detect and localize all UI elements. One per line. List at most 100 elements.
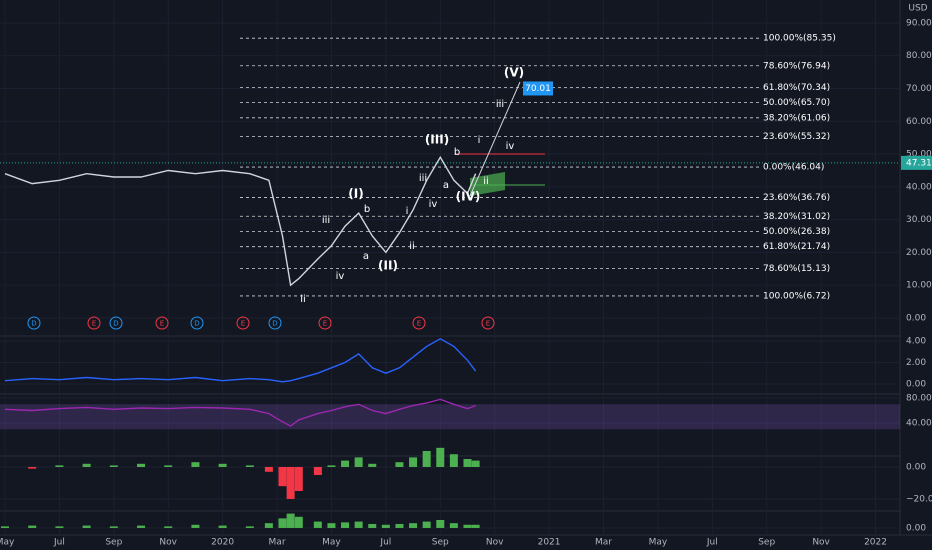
volume-bar bbox=[1, 526, 10, 528]
oscillator-bar bbox=[55, 465, 64, 467]
y-tick-label: 40.00 bbox=[906, 419, 932, 429]
oscillator-bar bbox=[218, 463, 227, 467]
fib-label: 100.00%(6.72) bbox=[763, 291, 830, 301]
y-tick-label: 2.00 bbox=[906, 358, 926, 368]
volume-bar bbox=[422, 521, 431, 528]
target-badge bbox=[523, 81, 553, 96]
volume-bar bbox=[164, 526, 173, 528]
x-tick-label: 2020 bbox=[211, 538, 234, 548]
oscillator-bar bbox=[395, 462, 404, 467]
fib-label: 23.60%(55.32) bbox=[763, 132, 830, 142]
volume-bar bbox=[294, 516, 303, 528]
x-tick-label: May bbox=[649, 538, 668, 548]
wave-label: (III) bbox=[425, 133, 449, 147]
event-marker bbox=[236, 316, 250, 330]
fib-label: 0.00%(46.04) bbox=[763, 163, 824, 173]
event-label: D bbox=[272, 320, 277, 328]
x-tick-label: Jul bbox=[53, 538, 65, 548]
x-tick-label: 2021 bbox=[538, 538, 561, 548]
wave-label: iii bbox=[496, 99, 504, 110]
oscillator-bar bbox=[109, 465, 118, 467]
volume-bar bbox=[381, 524, 390, 528]
oscillator-bar bbox=[191, 462, 200, 467]
target-zone bbox=[470, 172, 505, 196]
last-price-label: 47.31 bbox=[906, 158, 932, 168]
event-marker bbox=[190, 316, 204, 330]
wave-label: iv bbox=[429, 199, 438, 210]
oscillator-bar bbox=[82, 463, 91, 467]
volume-bar bbox=[395, 523, 404, 528]
volume-bar bbox=[368, 523, 377, 528]
y-tick-label: 0.00 bbox=[906, 523, 926, 533]
x-tick-label: Nov bbox=[159, 538, 177, 548]
wave-label: iv bbox=[506, 141, 515, 152]
oscillator-bar bbox=[245, 465, 254, 467]
fib-label: 38.20%(61.06) bbox=[763, 113, 830, 123]
wave-label: iii bbox=[419, 173, 427, 184]
wave-label: b bbox=[454, 147, 460, 158]
oscillator-bar bbox=[463, 458, 472, 467]
y-tick-label: 80.00 bbox=[906, 394, 932, 404]
oscillator-bar bbox=[264, 466, 273, 472]
y-tick-label: 4.00 bbox=[906, 336, 926, 346]
event-marker bbox=[155, 316, 169, 330]
fib-label: 61.80%(70.34) bbox=[763, 83, 830, 93]
price-line bbox=[4, 155, 477, 287]
y-tick-label: 0.00 bbox=[906, 379, 926, 389]
y-tick-label: −20.00 bbox=[906, 494, 932, 504]
projection-arrow bbox=[469, 81, 521, 197]
event-label: D bbox=[113, 320, 118, 328]
wave-label: iii bbox=[322, 215, 330, 226]
event-marker bbox=[27, 316, 41, 330]
fib-label: 100.00%(85.35) bbox=[763, 34, 836, 44]
fib-label: 78.60%(15.13) bbox=[763, 264, 830, 274]
event-marker bbox=[87, 316, 101, 330]
volume-bar bbox=[327, 523, 336, 528]
oscillator-bar bbox=[286, 466, 295, 499]
fib-label: 61.80%(21.74) bbox=[763, 242, 830, 252]
y-tick-label: 20.00 bbox=[906, 248, 932, 258]
y-tick-label: 70.00 bbox=[906, 84, 932, 94]
oscillator-bar bbox=[164, 465, 173, 467]
volume-bar bbox=[55, 526, 64, 528]
volume-bar bbox=[82, 525, 91, 528]
event-label: D bbox=[31, 320, 36, 328]
volume-bar bbox=[313, 521, 322, 528]
macd-line bbox=[4, 337, 477, 383]
x-tick-label: Nov bbox=[812, 538, 830, 548]
currency-label: USD bbox=[908, 4, 927, 14]
volume-bar bbox=[218, 525, 227, 528]
x-tick-label: May bbox=[0, 538, 15, 548]
volume-bar bbox=[191, 524, 200, 528]
oscillator-bar bbox=[409, 457, 418, 467]
oscillator-bar bbox=[368, 463, 377, 467]
oscillator-bar bbox=[436, 447, 445, 467]
oscillator-bar bbox=[449, 454, 458, 467]
x-tick-label: Sep bbox=[105, 538, 122, 548]
event-marker bbox=[109, 316, 123, 330]
volume-bar bbox=[28, 525, 37, 528]
event-marker bbox=[412, 316, 426, 330]
wave-label: (V) bbox=[504, 66, 524, 80]
oscillator-bar bbox=[137, 463, 146, 467]
y-tick-label: 0.00 bbox=[906, 313, 926, 323]
volume-bar bbox=[354, 521, 363, 528]
x-tick-label: Jul bbox=[379, 538, 391, 548]
oscillator-bar bbox=[28, 466, 37, 469]
x-tick-label: Jul bbox=[706, 538, 718, 548]
volume-bar bbox=[436, 519, 445, 528]
oscillator-bar bbox=[422, 451, 431, 467]
oscillator-bar bbox=[327, 465, 336, 467]
fib-label: 50.00%(65.70) bbox=[763, 98, 830, 108]
volume-bar bbox=[137, 525, 146, 528]
wave-label: ii bbox=[300, 294, 306, 305]
volume-bar bbox=[264, 523, 273, 528]
volume-bar bbox=[409, 523, 418, 528]
wave-label: i bbox=[478, 135, 481, 146]
x-tick-label: Nov bbox=[486, 538, 504, 548]
wave-label: ii bbox=[409, 241, 415, 252]
y-tick-label: 10.00 bbox=[906, 281, 932, 291]
x-tick-label: 2022 bbox=[864, 538, 887, 548]
